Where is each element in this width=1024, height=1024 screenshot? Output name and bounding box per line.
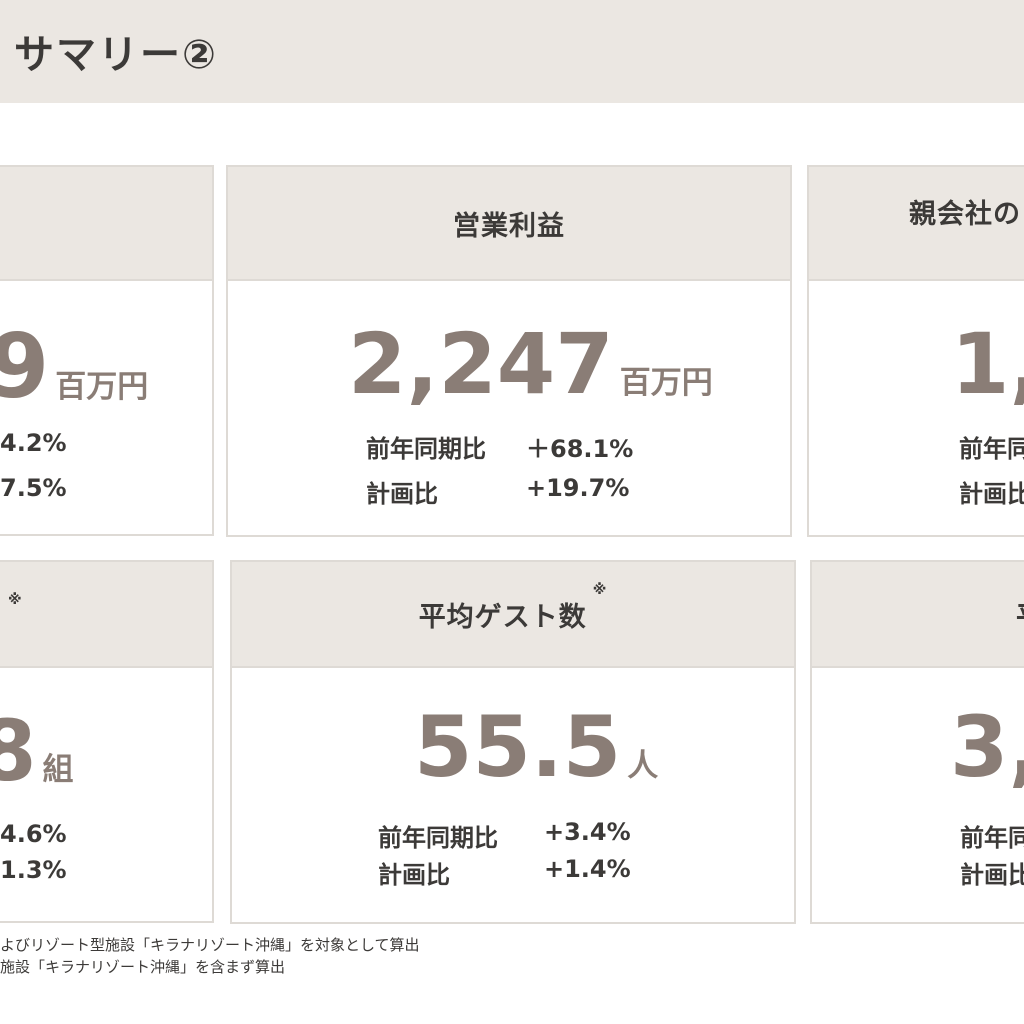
stat-yoy-label: 前年同 xyxy=(960,824,1024,852)
card-unit: 百万円 xyxy=(55,369,149,405)
card-header: ※ xyxy=(0,562,212,668)
card-bottom-left: ※ 8組 4.6% 1.3% xyxy=(0,560,214,923)
stat-plan-value: 1.3% xyxy=(0,856,67,884)
card-title: 平均ゲスト数 xyxy=(418,601,587,633)
footnote-2: 施設「キラナリゾート沖縄」を含まず算出 xyxy=(0,958,286,976)
stat-yoy-value: 4.6% xyxy=(0,820,67,848)
stat-plan-value: +1.4% xyxy=(544,855,631,883)
card-value-row: 2,247 百万円 xyxy=(348,315,713,413)
stat-plan-value: 7.5% xyxy=(0,474,67,502)
card-unit: 組 xyxy=(42,752,74,788)
card-value: 3, xyxy=(950,698,1024,796)
card-unit: 百万円 xyxy=(619,365,713,401)
card-value-row: 3, xyxy=(950,698,1024,796)
card-unit: 人 xyxy=(627,748,659,784)
stat-yoy-value: ＋68.1% xyxy=(526,435,634,463)
card-top-right: 親会社の 1, 前年同 計画比 xyxy=(807,165,1024,537)
card-value: 55.5 xyxy=(414,698,622,796)
stat-plan-label: 計画比 xyxy=(366,480,438,508)
stat-plan-label: 計画比 xyxy=(960,861,1024,889)
card-value: 9 xyxy=(0,315,49,418)
stat-plan-label: 計画比 xyxy=(378,861,450,889)
note-mark: ※ xyxy=(8,592,23,608)
card-header: 平 xyxy=(812,562,1024,668)
stat-yoy-label: 前年同 xyxy=(959,435,1024,463)
card-average-guests: 平均ゲスト数 ※ 55.5 人 前年同期比 +3.4% 計画比 +1.4% xyxy=(230,560,796,924)
stat-plan-value: +19.7% xyxy=(526,474,630,502)
card-value: 1, xyxy=(951,315,1024,413)
card-title-row: 平均ゲスト数 ※ xyxy=(232,562,794,666)
stat-yoy-value: 4.2% xyxy=(0,429,67,457)
card-value: 2,247 xyxy=(348,315,614,413)
card-top-left: 9百万円 4.2% 7.5% xyxy=(0,165,214,536)
stat-yoy-value: +3.4% xyxy=(544,818,631,846)
card-bottom-right: 平 3, 前年同 計画比 xyxy=(810,560,1024,924)
page-title: サマリー② xyxy=(14,32,218,78)
card-title: 親会社の xyxy=(909,198,1021,230)
card-header: 平均ゲスト数 ※ xyxy=(232,562,794,668)
card-value: 8 xyxy=(0,702,36,800)
stat-yoy-label: 前年同期比 xyxy=(378,824,498,852)
card-value-row: 55.5 人 xyxy=(414,698,658,796)
header-band xyxy=(0,0,1024,103)
note-mark: ※ xyxy=(592,582,608,598)
card-title: 平 xyxy=(1016,562,1024,666)
footnote-1: よびリゾート型施設「キラナリゾート沖縄」を対象として算出 xyxy=(0,936,420,954)
stat-plan-label: 計画比 xyxy=(959,480,1024,508)
card-value-row: 9百万円 xyxy=(0,315,148,418)
card-header xyxy=(0,167,212,281)
card-header: 親会社の xyxy=(809,167,1024,281)
card-operating-profit: 営業利益 2,247 百万円 前年同期比 ＋68.1% 計画比 +19.7% xyxy=(226,165,792,537)
card-title: 営業利益 xyxy=(453,210,565,242)
card-value-row: 1, xyxy=(951,315,1024,413)
card-header: 営業利益 xyxy=(228,167,790,281)
stat-yoy-label: 前年同期比 xyxy=(366,435,486,463)
card-value-row: 8組 xyxy=(0,702,73,800)
